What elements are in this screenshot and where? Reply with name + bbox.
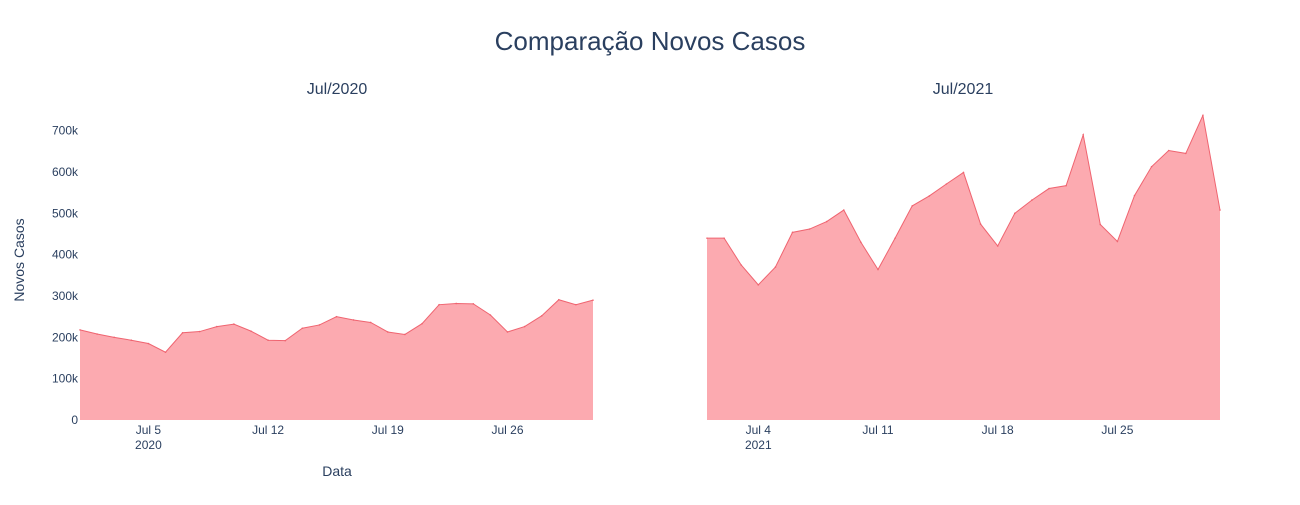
x-tick-year-label: 2021 — [745, 438, 772, 452]
data-point — [1082, 134, 1084, 136]
data-point — [181, 331, 184, 334]
data-point — [267, 339, 269, 342]
data-point — [1031, 199, 1033, 201]
x-tick-label: Jul 4 — [746, 423, 772, 437]
data-point — [523, 325, 526, 328]
series-area-1 — [80, 299, 593, 420]
data-point — [808, 228, 811, 230]
data-point — [1167, 149, 1170, 152]
x-tick-label: Jul 25 — [1101, 423, 1133, 437]
data-point — [96, 333, 98, 335]
data-point — [575, 303, 577, 306]
y-tick-label: 400k — [52, 248, 79, 262]
data-point — [352, 319, 355, 321]
data-point — [1099, 223, 1102, 226]
data-point — [369, 321, 372, 324]
data-point — [962, 171, 965, 174]
data-point — [911, 205, 913, 207]
data-point — [1133, 194, 1136, 197]
data-point — [489, 314, 492, 316]
data-point — [79, 329, 81, 331]
data-point — [791, 231, 794, 234]
data-point — [540, 315, 543, 317]
data-point — [1048, 187, 1050, 190]
data-point — [301, 327, 304, 330]
y-tick-label: 200k — [52, 330, 79, 344]
data-point — [387, 331, 389, 333]
data-point — [894, 237, 896, 239]
y-tick-label: 100k — [52, 372, 79, 386]
data-point — [825, 220, 828, 223]
x-tick-label: Jul 18 — [982, 423, 1014, 437]
data-point — [506, 331, 509, 333]
x-tick-label: Jul 12 — [252, 423, 284, 437]
data-point — [130, 339, 133, 342]
data-point — [404, 333, 406, 336]
x-tick-year-label: 2020 — [135, 438, 162, 452]
data-point — [996, 245, 999, 247]
data-point — [1150, 165, 1153, 168]
y-tick-label: 700k — [52, 124, 79, 138]
data-point — [843, 209, 845, 211]
data-point — [1116, 240, 1119, 243]
subplot-title-right: Jul/2021 — [933, 81, 994, 98]
data-point — [1185, 152, 1187, 155]
data-point — [198, 330, 201, 333]
data-point — [774, 266, 777, 268]
data-point — [438, 303, 440, 306]
data-point — [250, 330, 252, 332]
data-point — [284, 339, 287, 342]
data-point — [860, 241, 862, 244]
subplot-title-left: Jul/2020 — [307, 81, 368, 98]
x-tick-label: Jul 19 — [372, 423, 404, 437]
y-axis-title: Novos Casos — [11, 218, 27, 301]
data-point — [1014, 212, 1016, 215]
data-point — [558, 298, 560, 301]
data-point — [979, 223, 982, 225]
data-point — [455, 302, 458, 305]
data-point — [216, 325, 218, 328]
y-tick-label: 500k — [52, 206, 79, 220]
data-point — [1202, 114, 1204, 117]
series-area-2 — [707, 115, 1220, 421]
data-point — [472, 303, 475, 305]
y-tick-label: 600k — [52, 165, 79, 179]
chart-title: Comparação Novos Casos — [495, 26, 806, 56]
data-point — [928, 195, 931, 197]
data-point — [723, 237, 725, 239]
y-tick-label: 300k — [52, 289, 79, 303]
data-point — [706, 237, 708, 239]
data-point — [877, 268, 879, 271]
data-point — [147, 342, 150, 345]
x-axis-title: Data — [322, 463, 352, 479]
data-point — [318, 324, 321, 326]
data-point — [164, 351, 167, 354]
data-point — [740, 264, 742, 266]
data-point — [1219, 209, 1221, 211]
data-point — [757, 284, 760, 286]
data-point — [945, 183, 948, 185]
data-point — [421, 322, 423, 325]
y-tick-label: 0 — [71, 413, 78, 427]
x-tick-label: Jul 26 — [491, 423, 523, 437]
data-point — [233, 323, 235, 325]
data-point — [1065, 184, 1067, 187]
data-point — [113, 336, 115, 339]
x-tick-label: Jul 11 — [862, 423, 893, 437]
x-tick-label: Jul 5 — [136, 423, 162, 437]
data-point — [592, 299, 594, 301]
data-point — [335, 315, 338, 318]
